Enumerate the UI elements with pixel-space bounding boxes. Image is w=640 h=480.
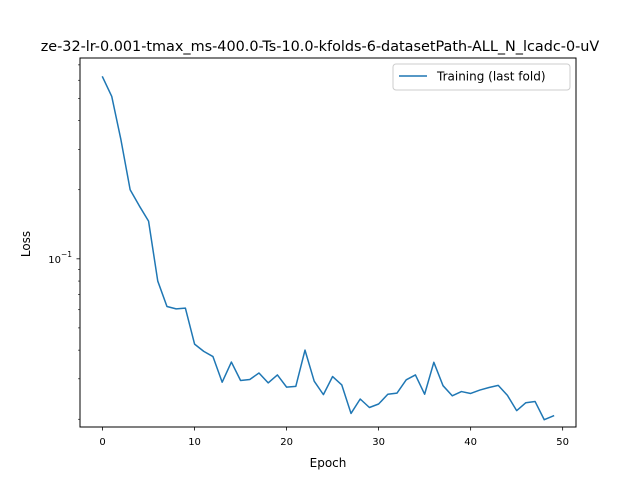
x-tick-label-0: 0	[99, 437, 105, 448]
x-tick-label-10: 10	[188, 437, 201, 448]
x-tick-label-30: 30	[372, 437, 385, 448]
legend: Training (last fold)	[392, 63, 571, 91]
x-tick-label-20: 20	[280, 437, 293, 448]
y-axis: 10−1	[48, 64, 80, 420]
x-axis-label: Epoch	[310, 456, 347, 470]
y-tick-label-exponent: −1	[61, 250, 72, 259]
plot-area	[101, 75, 555, 421]
legend-box	[392, 63, 571, 91]
chart-title: ze-32-lr-0.001-tmax_ms-400.0-Ts-10.0-kfo…	[41, 39, 600, 55]
x-tick-label-50: 50	[556, 437, 569, 448]
plot-frame	[79, 57, 577, 428]
y-tick-label: 10−1	[48, 250, 72, 266]
x-axis: 0 10 20 30 40 50	[99, 427, 569, 448]
y-axis-label: Loss	[19, 231, 33, 257]
x-tick-label-40: 40	[464, 437, 477, 448]
series-line-training	[101, 75, 555, 421]
legend-label-training: Training (last fold)	[436, 70, 546, 84]
